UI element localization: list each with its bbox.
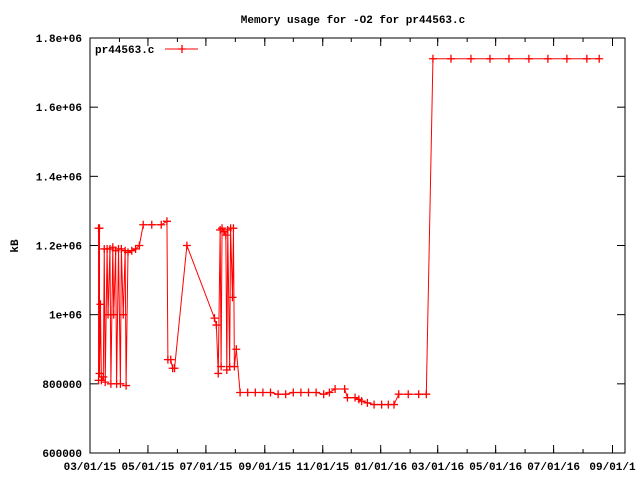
data-point-marker xyxy=(214,369,223,378)
data-point-marker xyxy=(428,54,437,63)
x-tick-label: 09/01/1 xyxy=(589,462,636,474)
series-line xyxy=(98,58,600,406)
data-point-marker xyxy=(331,385,340,394)
data-point-marker xyxy=(101,378,110,387)
legend-marker xyxy=(178,45,186,53)
x-tick-label: 01/01/16 xyxy=(354,462,407,474)
data-point-marker xyxy=(162,217,171,226)
data-point-marker xyxy=(109,310,118,319)
data-point-marker xyxy=(219,227,228,236)
y-tick-label: 1.8e+06 xyxy=(36,34,82,46)
data-point-marker xyxy=(485,54,494,63)
data-point-marker xyxy=(95,369,104,378)
data-point-marker xyxy=(157,220,166,229)
data-point-marker xyxy=(258,388,267,397)
data-point-marker xyxy=(325,388,334,397)
data-point-marker xyxy=(232,345,241,354)
y-axis-label: kB xyxy=(10,239,22,253)
data-point-marker xyxy=(281,390,290,399)
data-point-marker xyxy=(363,398,372,407)
data-point-marker xyxy=(229,224,238,233)
data-point-marker xyxy=(582,54,591,63)
data-point-marker xyxy=(504,54,513,63)
data-point-marker xyxy=(122,381,131,390)
data-point-marker xyxy=(394,390,403,399)
data-point-marker xyxy=(117,244,126,253)
data-point-marker xyxy=(343,393,352,402)
data-point-marker xyxy=(116,379,125,388)
data-point-marker xyxy=(99,372,108,381)
data-point-marker xyxy=(404,390,413,399)
y-tick-label: 1.6e+06 xyxy=(36,103,82,115)
y-tick-label: 1.2e+06 xyxy=(36,242,82,254)
data-point-marker xyxy=(119,310,128,319)
data-point-marker xyxy=(422,390,431,399)
data-point-marker xyxy=(304,388,313,397)
x-tick-label: 09/01/15 xyxy=(238,462,291,474)
data-point-marker xyxy=(357,397,366,406)
data-point-marker xyxy=(319,390,328,399)
chart-title: Memory usage for -O2 for pr44563.c xyxy=(241,15,465,27)
x-tick-label: 03/01/15 xyxy=(64,462,117,474)
data-point-marker xyxy=(230,362,239,371)
data-point-marker xyxy=(370,400,379,409)
data-point-marker xyxy=(312,388,321,397)
data-point-marker xyxy=(217,362,226,371)
data-point-marker xyxy=(351,393,360,402)
data-point-marker xyxy=(228,293,237,302)
data-point-marker xyxy=(289,388,298,397)
data-point-marker xyxy=(166,355,175,364)
x-tick-label: 11/01/15 xyxy=(296,462,349,474)
data-point-marker xyxy=(131,244,140,253)
plot-border xyxy=(89,37,626,454)
data-point-marker xyxy=(96,300,105,309)
y-tick-label: 1e+06 xyxy=(49,311,82,323)
data-point-marker xyxy=(595,54,604,63)
data-point-marker xyxy=(216,225,225,234)
data-point-marker xyxy=(447,54,455,63)
data-point-marker xyxy=(266,388,275,397)
series-pr44563 xyxy=(94,54,604,409)
axes: 600000 800000 1e+06 1.2e+06 1.4e+06 1.6e+06 1.… xyxy=(36,34,636,474)
data-point-marker xyxy=(296,388,305,397)
data-point-marker xyxy=(218,224,227,233)
data-point-marker xyxy=(466,54,475,63)
data-point-marker xyxy=(170,364,179,373)
y-tick-label: 600000 xyxy=(42,449,82,461)
data-point-marker xyxy=(251,388,260,397)
x-tick-label: 05/01/16 xyxy=(469,462,522,474)
x-tick-label: 07/01/16 xyxy=(527,462,580,474)
data-point-marker xyxy=(127,246,136,255)
data-point-marker xyxy=(124,248,132,257)
data-point-marker xyxy=(97,376,106,385)
data-point-marker xyxy=(182,241,191,250)
data-point-marker xyxy=(390,400,398,409)
x-tick-label: 03/01/16 xyxy=(411,462,464,474)
data-point-marker xyxy=(212,321,221,330)
data-point-marker xyxy=(210,314,219,323)
data-point-marker xyxy=(139,220,148,229)
data-point-marker xyxy=(524,54,533,63)
y-tick-label: 800000 xyxy=(42,380,82,392)
data-point-marker xyxy=(340,385,349,394)
legend-label: pr44563.c xyxy=(95,45,154,57)
data-point-marker xyxy=(95,224,104,233)
data-point-marker xyxy=(562,54,571,63)
data-point-marker xyxy=(135,241,144,250)
x-tick-label: 07/01/15 xyxy=(179,462,232,474)
data-point-marker xyxy=(543,54,552,63)
x-tick-label: 05/01/15 xyxy=(122,462,175,474)
data-point-marker xyxy=(147,220,156,229)
data-point-marker xyxy=(236,388,245,397)
y-tick-label: 1.4e+06 xyxy=(36,172,82,184)
data-point-marker xyxy=(243,388,252,397)
data-point-marker xyxy=(414,390,423,399)
data-point-marker xyxy=(221,231,230,240)
legend: pr44563.c xyxy=(95,45,198,57)
data-point-marker xyxy=(274,390,283,399)
